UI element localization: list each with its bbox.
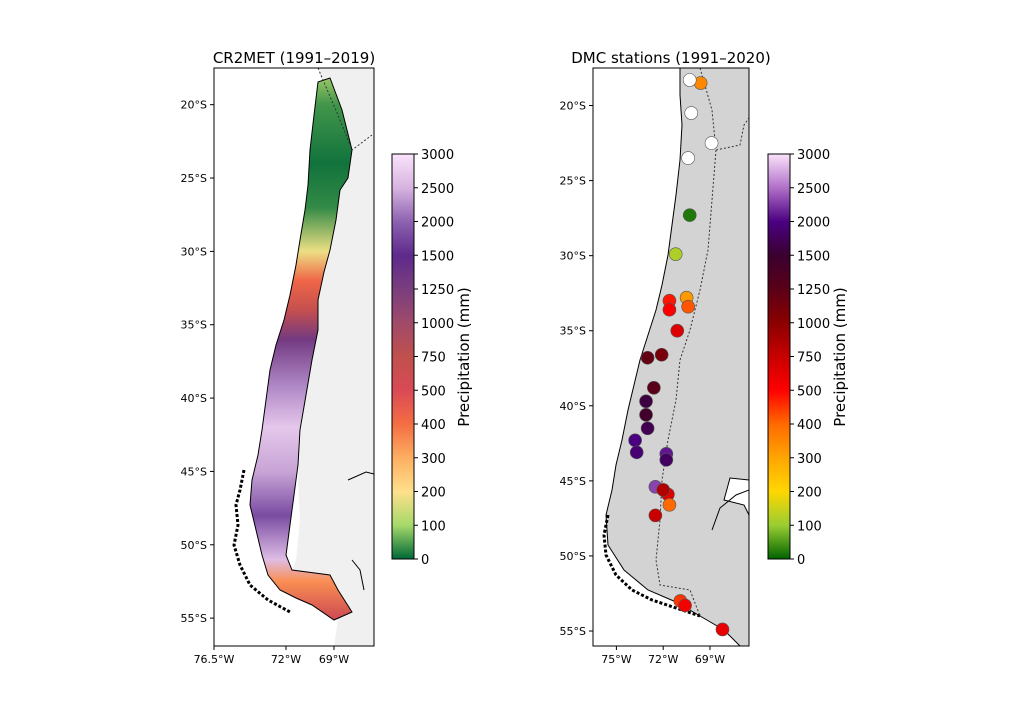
colorbar-tick-label: 3000: [797, 148, 830, 163]
colorbar-2-ticks: 0 100 200 300 400 500 750 1000 1250 1500 2000 2500 3…: [790, 148, 830, 568]
station-point: [662, 302, 677, 317]
panel-2-frame: [592, 67, 750, 647]
colorbar-tick-label: 750: [421, 351, 446, 366]
y-tick-label: 30°S: [560, 250, 586, 263]
y-tick-label: 50°S: [560, 550, 586, 563]
panel-1-fjords: [232, 469, 291, 614]
colorbar-tick-label: 400: [421, 418, 446, 433]
colorbar-tick-label: 200: [797, 486, 822, 501]
station-point: [662, 498, 677, 512]
station-point: [668, 247, 683, 261]
x-tick-label: 72°W: [271, 653, 301, 666]
y-tick-label: 45°S: [181, 465, 207, 478]
station-point: [715, 622, 730, 637]
y-tick-label: 50°S: [181, 539, 207, 552]
x-tick-label: 72°W: [648, 653, 678, 666]
colorbar-tick-label: 0: [421, 553, 429, 568]
panel-2-title: DMC stations (1991–2020): [571, 49, 771, 67]
x-tick-label: 76.5°W: [194, 653, 235, 666]
station-point: [681, 299, 695, 314]
panel-2-x-axis: 75°W 72°W 69°W: [601, 646, 725, 666]
colorbar-tick-label: 2500: [421, 182, 454, 197]
x-tick-label: 69°W: [695, 653, 725, 666]
station-point: [628, 433, 642, 448]
station-point: [681, 151, 695, 165]
y-tick-label: 40°S: [560, 400, 586, 413]
panel-1-border: [317, 68, 373, 151]
y-tick-label: 20°S: [181, 99, 207, 112]
colorbar-tick-label: 0: [797, 553, 805, 568]
station-point: [678, 598, 692, 613]
y-tick-label: 35°S: [181, 319, 207, 332]
colorbar-1-ticks: 0 100 200 300 400 500 750 1000 1250 1500 2000 2500 3…: [414, 148, 454, 568]
colorbar-tick-label: 300: [797, 452, 822, 467]
panel-2-stations: [628, 73, 730, 637]
colorbar-tick-label: 500: [421, 384, 446, 399]
colorbar-tick-label: 2500: [797, 182, 830, 197]
station-point: [654, 347, 669, 362]
y-tick-label: 55°S: [181, 612, 207, 625]
colorbar-tick-label: 3000: [421, 148, 454, 163]
colorbar-tick-label: 750: [797, 351, 822, 366]
panel-1-coastline-east: [347, 471, 374, 481]
station-point: [648, 508, 663, 523]
panel-2-border-argentina: [655, 149, 717, 617]
colorbar-tick-label: 1250: [797, 283, 830, 298]
colorbar-tick-label: 300: [421, 452, 446, 467]
y-tick-label: 25°S: [181, 172, 207, 185]
panel-1-coastline-east-south: [351, 559, 365, 591]
colorbar-2: [767, 153, 791, 560]
colorbar-tick-label: 2000: [797, 216, 830, 231]
panel-1-title: CR2MET (1991–2019): [213, 49, 375, 67]
panel-2-land: [605, 68, 749, 646]
colorbar-tick-label: 500: [797, 384, 822, 399]
colorbar-1-label: Precipitation (mm): [455, 287, 473, 426]
colorbar-tick-label: 1500: [421, 249, 454, 264]
y-tick-label: 25°S: [560, 175, 586, 188]
station-point: [640, 350, 655, 365]
colorbar-tick-label: 1250: [421, 283, 454, 298]
station-point: [656, 483, 671, 497]
colorbar-tick-label: 1000: [797, 317, 830, 332]
station-point: [704, 136, 719, 150]
y-tick-label: 55°S: [560, 625, 586, 638]
panel-2-border-bolivia: [699, 68, 749, 151]
x-tick-label: 75°W: [601, 653, 631, 666]
colorbar-tick-label: 100: [421, 519, 446, 534]
colorbar-tick-label: 2000: [421, 216, 454, 231]
y-tick-label: 30°S: [181, 245, 207, 258]
panel-1-frame: [213, 67, 375, 647]
colorbar-1: [391, 153, 415, 560]
colorbar-tick-label: 200: [421, 486, 446, 501]
colorbar-tick-label: 100: [797, 519, 822, 534]
station-point: [629, 445, 644, 460]
panel-1-x-axis: 76.5°W 72°W 69°W: [194, 646, 349, 666]
x-tick-label: 69°W: [319, 653, 349, 666]
precip-strip: [249, 77, 353, 621]
colorbar-2-label: Precipitation (mm): [831, 287, 849, 426]
y-tick-label: 45°S: [560, 475, 586, 488]
panel-cr2met: CR2MET (1991–2019) 20°S 25°S 30°S 35°S 40°S 4…: [181, 49, 473, 666]
panel-1-land: [290, 68, 374, 646]
station-point: [639, 407, 653, 422]
panel-2-y-axis: 20°S 25°S 30°S 35°S 40°S 45°S 50°S 55°S: [560, 100, 593, 638]
station-point: [682, 208, 697, 222]
panel-dmc: DMC stations (1991–2020) 20°S 25°S 30°S 35°…: [560, 49, 849, 666]
station-point: [684, 106, 699, 120]
station-point: [659, 453, 674, 467]
station-point: [647, 380, 661, 395]
colorbar-tick-label: 400: [797, 418, 822, 433]
y-tick-label: 35°S: [560, 325, 586, 338]
y-tick-label: 20°S: [560, 100, 586, 113]
panel-1-y-axis: 20°S 25°S 30°S 35°S 40°S 45°S 50°S 55°S: [181, 99, 214, 625]
colorbar-tick-label: 1000: [421, 317, 454, 332]
station-point: [639, 394, 653, 409]
y-tick-label: 40°S: [181, 392, 207, 405]
panel-2-coastline-east: [711, 489, 749, 646]
station-point: [670, 323, 685, 338]
colorbar-tick-label: 1500: [797, 249, 830, 264]
station-point: [640, 421, 655, 436]
station-point: [682, 73, 697, 87]
